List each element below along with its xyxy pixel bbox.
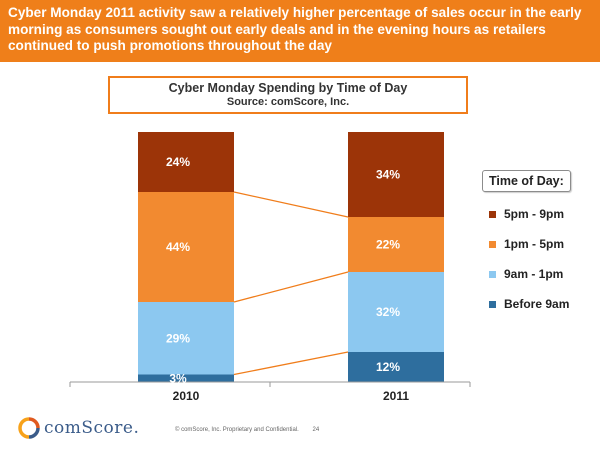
bar-segment-2010-1pm-5pm [138, 192, 234, 302]
x-tick-label: 2010 [173, 389, 200, 403]
data-label: 32% [376, 305, 400, 319]
header-bar: Cyber Monday 2011 activity saw a relativ… [0, 0, 600, 62]
legend-title: Time of Day: [482, 170, 571, 192]
data-label: 3% [169, 371, 187, 385]
data-label: 22% [376, 238, 400, 252]
legend-label: 1pm - 5pm [504, 237, 565, 251]
slide-headline: Cyber Monday 2011 activity saw a relativ… [8, 5, 582, 53]
legend-swatch [489, 270, 496, 278]
connector-line [233, 191, 349, 218]
legend-label: 9am - 1pm [504, 267, 564, 281]
bar-segment-2010-5pm-9pm [138, 132, 234, 192]
bar-segment-2011-9am-1pm [348, 272, 444, 352]
connector-line [233, 351, 349, 376]
legend-label: 5pm - 9pm [504, 207, 565, 221]
comscore-logo: comScore. [18, 417, 139, 439]
legend-item: 1pm - 5pm [489, 236, 590, 252]
footer: © comScore, Inc. Proprietary and Confide… [175, 427, 319, 433]
legend-item: 5pm - 9pm [489, 206, 590, 222]
chart-subtitle: Source: comScore, Inc. [226, 96, 350, 108]
chart-title: Cyber Monday Spending by Time of Day [168, 81, 408, 95]
x-tick-label: 2011 [383, 389, 409, 403]
bar-segment-2011-1pm-5pm [348, 217, 444, 272]
data-label: 34% [376, 168, 400, 182]
page-number: 24 [312, 427, 320, 433]
data-label: 29% [166, 331, 190, 345]
legend-item: Before 9am [489, 296, 590, 312]
footer-copyright: © comScore, Inc. Proprietary and Confide… [175, 427, 299, 433]
bar-segment-2011-before9am [348, 352, 444, 382]
legend-swatch [489, 300, 496, 308]
bar-segment-2010-before9am [138, 374, 234, 382]
data-label: 44% [166, 240, 190, 254]
data-label: 12% [376, 360, 400, 374]
legend-label: Before 9am [504, 297, 570, 311]
comscore-logo-icon [18, 417, 40, 439]
bar-segment-2010-9am-1pm [138, 302, 234, 375]
chart-legend: Time of Day: 5pm - 9pm 1pm - 5pm 9am - 1pm… [482, 170, 590, 312]
chart-title-box: Cyber Monday Spending by Time of Day Sou… [108, 76, 468, 114]
bar-segment-2011-5pm-9pm [348, 132, 444, 217]
data-label: 24% [166, 155, 190, 169]
logo-wordmark: comScore. [44, 418, 140, 438]
legend-swatch [489, 240, 496, 248]
connector-line [233, 271, 349, 303]
legend-item: 9am - 1pm [489, 266, 590, 282]
legend-swatch [489, 210, 496, 218]
